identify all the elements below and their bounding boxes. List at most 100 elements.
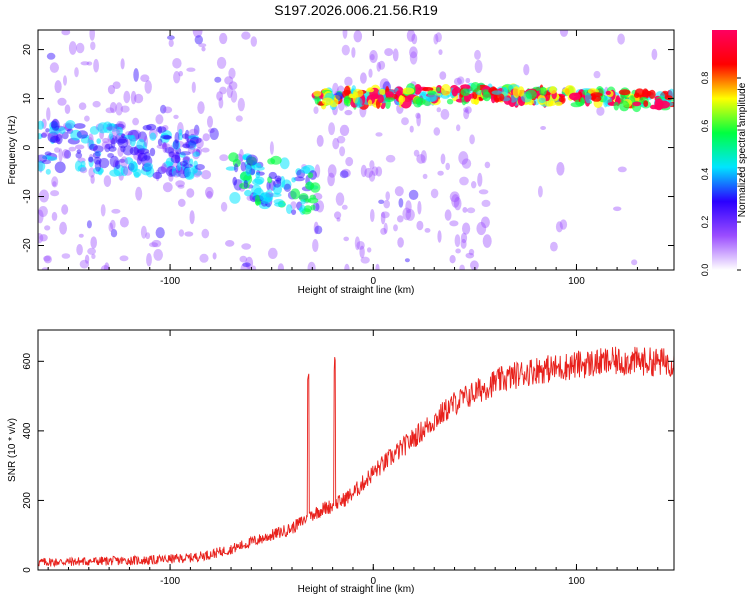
spectrogram-cell [460,238,467,249]
spectrogram-cell [341,204,348,210]
spectrogram-cell [300,199,306,205]
spectrogram-cell [216,91,224,101]
spectrogram-cell [38,233,44,244]
spectrogram-cell [186,67,196,72]
spectrogram-cell [108,222,114,232]
spectrogram-cell [220,201,228,212]
spectrogram-cell [49,62,60,73]
spectrogram-cell [617,166,627,173]
spectrogram-cell [191,81,196,94]
spectrogram-cell [286,204,293,215]
spectrogram-cell [162,142,167,150]
spectrogram-cell [375,132,383,137]
spectrogram-cell [38,209,44,224]
spectrogram-cell [84,254,90,264]
spectrogram-cell [89,30,95,41]
spectrogram-cell [177,184,185,189]
spectrogram-cell [174,151,180,164]
spectrogram-cell [281,179,292,190]
spectrogram-cell [345,156,354,167]
spectrogram-cell [283,183,292,192]
spectrogram-cell [339,146,346,157]
spectrogram-cell [339,124,350,136]
spectrogram-cell [356,241,365,250]
spectrogram-cell [182,156,191,164]
spectrogram-cell [484,161,491,169]
spectrogram-cell [385,91,394,98]
spectrogram-cell [39,234,48,242]
spectrogram-cell [273,179,282,188]
spectrogram-cell [341,168,351,178]
spectrogram-cell [404,258,410,263]
spectrogram-cell [120,105,130,113]
spectrogram-cell [50,190,60,197]
spectrogram-cell [383,222,388,234]
spectrogram-cell [171,166,177,177]
spectrogram-cell [401,117,409,126]
spectrogram-cell [143,162,154,171]
spectrogram-x-tick-label: 100 [568,276,585,287]
spectrogram-cell [84,115,90,122]
spectrogram-cell [61,204,69,215]
spectrogram-cell [172,170,181,178]
spectrogram-cell [538,97,546,104]
snr-y-tick-label: 600 [22,353,33,370]
spectrogram-cell [239,255,248,263]
spectrogram-cell [157,166,167,174]
spectrogram-cell [252,161,258,167]
spectrogram-cell [76,42,85,54]
spectrogram-cell [46,52,56,60]
spectrogram-cell [405,208,415,221]
spectrogram-cell [370,93,380,100]
spectrogram-cell [237,97,245,112]
spectrogram-cell [255,172,261,179]
spectrogram-cell [298,193,309,202]
spectrogram-cell [165,157,174,167]
spectrogram-cell [198,43,207,48]
spectrogram-cell [385,191,391,201]
spectrogram-cell [422,173,428,179]
spectrogram-cell [76,244,83,256]
spectrogram-cell [430,188,439,199]
spectrogram-cell [86,61,93,66]
spectrogram-cell [617,33,625,45]
spectrogram-cell [208,128,215,134]
spectrogram-cell [460,84,471,90]
spectrogram-cell [235,115,243,122]
spectrogram-cell [175,180,185,188]
spectrogram-x-tick-label: -100 [160,276,180,287]
spectrogram-cell [109,102,117,114]
spectrogram-cell [268,247,278,259]
spectrogram-cell [142,124,152,131]
spectrogram-cell [123,90,131,104]
spectrogram-cell [242,262,251,268]
spectrogram-cell [92,152,101,159]
colorbar: 0.0 0.2 0.4 0.6 0.8 Normalized spectral ampl… [700,30,748,276]
spectrogram-cell [449,220,459,227]
spectrogram-cell [440,84,451,96]
spectrogram-cell [291,177,296,183]
spectrogram-cell [339,170,349,179]
spectrogram-cell [43,255,51,262]
spectrogram-cell [64,104,71,114]
spectrogram-cell [525,89,537,100]
spectrogram-cell [128,160,138,173]
spectrogram-cell [105,107,115,114]
spectrogram-cell [449,191,460,203]
spectrogram-cell [335,91,343,100]
snr-x-tick-label: 100 [568,576,585,587]
spectrogram-cell [591,95,602,102]
spectrogram-cell [327,164,337,178]
spectrogram-cell [474,49,481,60]
spectrogram-cell [593,70,601,79]
spectrogram-cell [377,94,384,103]
spectrogram-cell [130,90,137,105]
spectrogram-cell [380,211,386,225]
spectrogram-cell [290,188,301,200]
spectrogram-cell [254,176,265,185]
snr-y-axis-label: SNR (10 * v/v) [7,418,18,482]
spectrogram-cell [120,58,125,70]
spectrogram-cell [184,166,195,179]
